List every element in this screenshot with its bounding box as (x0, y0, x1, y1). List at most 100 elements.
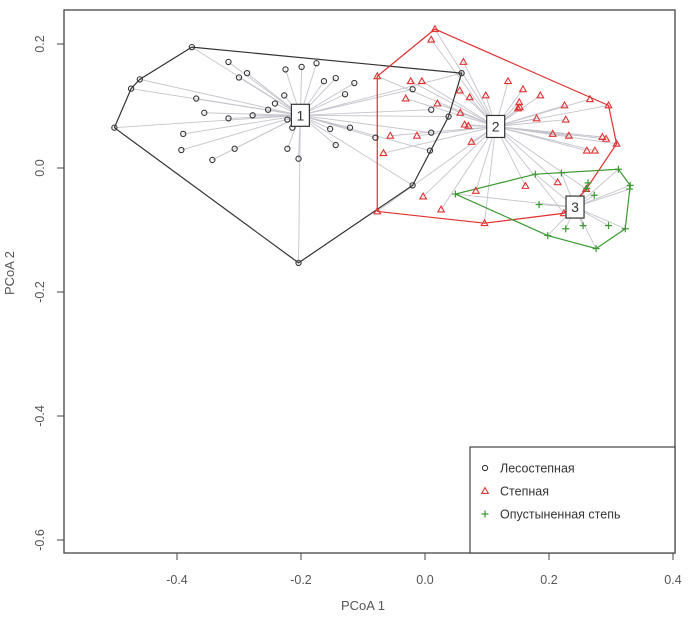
data-point (605, 222, 613, 230)
data-point (401, 94, 411, 102)
spoke-line (484, 126, 497, 224)
spoke-line (440, 126, 497, 210)
data-point (136, 76, 143, 83)
data-point (418, 192, 428, 200)
data-point (481, 90, 491, 99)
spoke-line (495, 126, 587, 190)
y-tick-label: -0.4 (33, 405, 47, 427)
spoke-line (422, 126, 496, 197)
data-point (536, 90, 545, 99)
centroid-labels: 1 2 3 (290, 103, 585, 219)
centroid-box (290, 103, 310, 127)
data-point (471, 186, 481, 194)
data-point (582, 146, 592, 154)
data-point (235, 74, 243, 81)
data-point (553, 177, 562, 186)
data-point (320, 78, 328, 85)
convex-hulls (113, 28, 631, 264)
legend-marker (481, 464, 489, 472)
data-point (332, 141, 339, 149)
data-point (313, 60, 320, 67)
data-point (456, 108, 465, 116)
data-point (592, 245, 600, 253)
spoke-line (114, 114, 301, 129)
legend: Лесостепная Степная Опустыненная степь (469, 446, 676, 554)
data-point (548, 129, 557, 137)
spoke-line (383, 126, 496, 154)
data-point (281, 92, 288, 99)
data-point (428, 129, 435, 136)
spoke-line (300, 114, 413, 186)
data-point (557, 169, 565, 177)
legend-entry: Степная (500, 485, 549, 499)
spoke-line (300, 114, 432, 134)
hull-3 (453, 168, 631, 250)
centroid-label: 3 (571, 199, 579, 215)
spoke-line (416, 126, 496, 137)
spoke-line (495, 126, 595, 152)
data-point (373, 206, 382, 215)
data-point (111, 124, 118, 131)
data-point (514, 97, 524, 106)
spoke-line (390, 126, 496, 137)
spoke-line (228, 61, 301, 116)
y-tick-label: -0.2 (33, 281, 47, 303)
data-point (451, 190, 459, 198)
spoke-line (300, 114, 449, 117)
spoke-line (495, 98, 591, 127)
spoke-line (183, 114, 301, 135)
data-point (428, 106, 435, 113)
data-point (412, 131, 422, 139)
spoke-line (495, 104, 609, 127)
data-point (601, 134, 611, 142)
data-point (532, 113, 541, 122)
legend-marker (480, 486, 490, 494)
centroid-box (565, 195, 585, 219)
y-axis: 0.2 0.0 -0.2 -0.4 -0.6 (33, 35, 64, 551)
hull-2 (376, 28, 618, 224)
plot-frame (63, 9, 676, 554)
data-point (513, 103, 523, 112)
data-point (455, 85, 464, 94)
data-point (271, 100, 279, 107)
data-point (406, 76, 415, 85)
data-point (295, 259, 302, 267)
legend-entry: Лесостепная (500, 462, 575, 476)
data-point (579, 222, 587, 230)
data-point (409, 86, 416, 93)
y-tick-label: -0.6 (33, 529, 47, 551)
data-point (464, 121, 473, 129)
data-point (583, 184, 591, 192)
data-point (341, 91, 349, 98)
x-tick-label: 0.2 (540, 573, 557, 587)
data-point (433, 99, 442, 107)
data-point (386, 131, 395, 139)
spoke-line (410, 80, 496, 127)
data-point (515, 102, 525, 111)
hull-1 (113, 46, 463, 264)
data-point (243, 69, 251, 77)
data-point (284, 145, 291, 152)
spoke-line (495, 126, 565, 214)
data-point (561, 115, 570, 123)
data-point (332, 74, 339, 82)
data-point (531, 170, 539, 178)
spoke-line (455, 193, 576, 208)
data-point (584, 179, 592, 187)
data-point (188, 43, 196, 51)
data-point (604, 100, 613, 109)
data-point (460, 120, 469, 128)
data-point (225, 58, 232, 66)
data-point (264, 106, 272, 113)
data-point (326, 125, 334, 133)
data-points (111, 24, 634, 267)
data-point (445, 113, 452, 120)
legend-entry: Опустыненная степь (500, 508, 620, 522)
spoke-line (430, 39, 497, 127)
data-point (560, 100, 569, 109)
spoke-line (228, 114, 301, 119)
data-point (298, 63, 305, 71)
data-point (409, 182, 416, 189)
data-point (585, 94, 595, 103)
